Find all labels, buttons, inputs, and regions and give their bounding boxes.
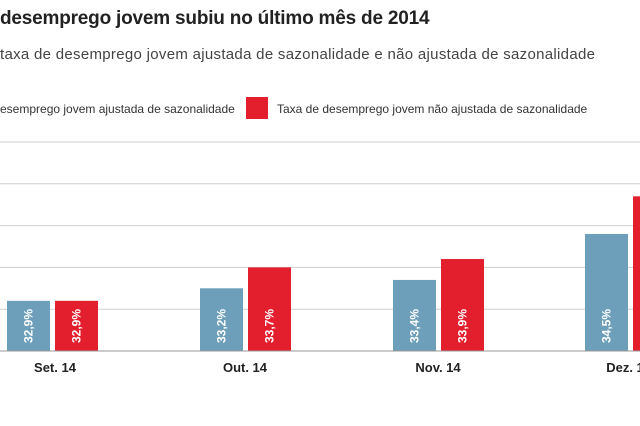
- bar-value-label: 34,5%: [600, 309, 614, 343]
- bar-value-label: 33,2%: [215, 309, 229, 343]
- chart-title: desemprego jovem subiu no último mês de …: [0, 8, 430, 29]
- bar-unadjusted-0: [55, 300, 98, 351]
- chart-subtitle: taxa de desemprego jovem ajustada de saz…: [0, 46, 596, 63]
- bar-unadjusted-1: [248, 267, 291, 351]
- category-label: Dez. 1: [606, 360, 640, 375]
- bar-value-label: 33,4%: [408, 309, 422, 343]
- legend-label-adjusted: esemprego jovem ajustada de sazonalidade: [0, 102, 235, 116]
- bar-adjusted-3: [585, 233, 628, 351]
- legend-swatch-unadjusted: [246, 97, 268, 119]
- category-label: Out. 14: [223, 360, 268, 375]
- bar-unadjusted-2: [441, 259, 484, 351]
- bar-value-label: 33,9%: [456, 309, 470, 343]
- category-label: Nov. 14: [415, 360, 461, 375]
- bar-adjusted-1: [200, 288, 243, 351]
- category-label: Set. 14: [34, 360, 77, 375]
- bar-unadjusted-3: [633, 196, 640, 351]
- legend-label-unadjusted: Taxa de desemprego jovem não ajustada de…: [277, 102, 588, 116]
- bar-adjusted-2: [393, 279, 436, 351]
- bar-value-label: 32,9%: [22, 309, 36, 343]
- bar-value-label: 32,9%: [70, 309, 84, 343]
- bar-adjusted-0: [7, 300, 50, 351]
- bar-value-label: 33,7%: [263, 309, 277, 343]
